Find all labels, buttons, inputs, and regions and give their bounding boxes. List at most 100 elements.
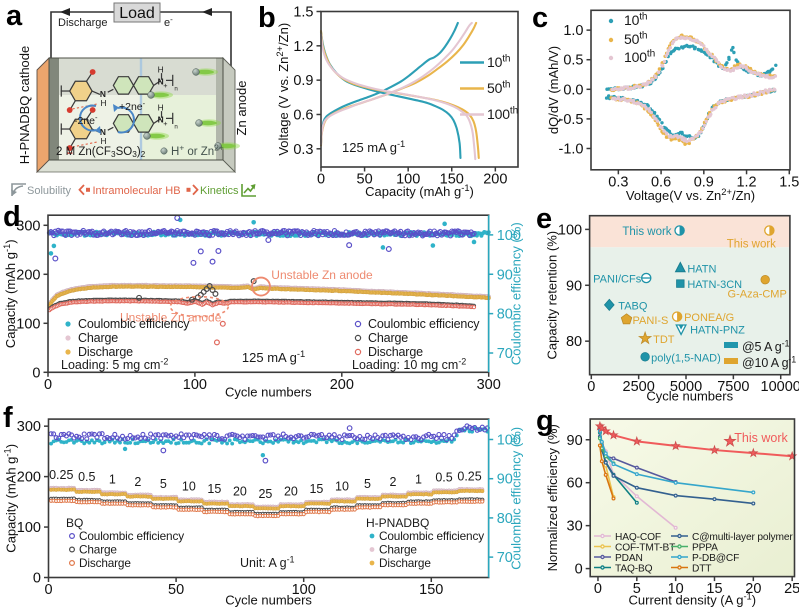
svg-text:Coulombic efficiency: Coulombic efficiency (379, 529, 484, 543)
panel-label-f: f (3, 402, 13, 434)
discharge-label: Discharge (58, 17, 108, 29)
svg-text:100: 100 (497, 432, 521, 448)
svg-text:Discharge: Discharge (79, 556, 131, 570)
svg-text:0: 0 (594, 581, 602, 597)
solubility-icon (11, 183, 26, 196)
svg-text:Unstable Zn anode: Unstable Zn anode (271, 268, 373, 282)
panel-b-axes: 0 50 100 150 200 0.3 0.6 0.9 1.2 1.5 Capacity (mAh… (274, 5, 519, 199)
svg-text:HATN-PNZ: HATN-PNZ (690, 324, 745, 336)
electron-label: e- (164, 15, 173, 29)
series-ce-bq (48, 423, 490, 464)
ion-label: H+ or Zn2+ (171, 143, 224, 158)
arrowhead-left-icon (60, 8, 70, 16)
svg-text:0.0: 0.0 (563, 82, 583, 98)
svg-text:0.3: 0.3 (293, 142, 313, 158)
svg-text:0.5: 0.5 (78, 470, 95, 484)
svg-text:20: 20 (233, 485, 247, 499)
svg-text:150: 150 (440, 172, 464, 188)
atom-repeat-label: n (174, 123, 178, 130)
svg-text:Charge: Charge (379, 543, 417, 557)
cell-outline (48, 57, 224, 161)
svg-text:0: 0 (587, 379, 595, 395)
svg-text:PDAN: PDAN (615, 553, 643, 564)
panel-label-d: d (3, 201, 21, 233)
series-10th-charge (319, 21, 459, 145)
molecule-oxidized: N H H N + n (60, 65, 178, 113)
svg-text:Unit: A g-1: Unit: A g-1 (240, 554, 295, 570)
point-this-work: This work (727, 225, 776, 251)
panel-g-ylabel: Normalized efficiency (%) (545, 424, 560, 571)
svg-text:300: 300 (16, 218, 40, 234)
svg-text:20: 20 (284, 485, 298, 499)
svg-text:TAQ-BQ: TAQ-BQ (615, 564, 653, 575)
svg-text:Coulombic efficiency: Coulombic efficiency (78, 317, 190, 331)
svg-text:PPPA: PPPA (692, 543, 718, 554)
svg-text:Charge: Charge (79, 543, 117, 557)
svg-text:60: 60 (567, 476, 583, 492)
svg-text:-0.5: -0.5 (559, 112, 584, 128)
svg-text:70: 70 (497, 346, 513, 362)
panel-c-legend: 10th 50th 100th (608, 12, 655, 65)
svg-text:2500: 2500 (623, 379, 655, 395)
svg-text:0.25: 0.25 (457, 469, 481, 483)
svg-text:300: 300 (17, 419, 41, 435)
svg-text:10th: 10th (624, 12, 647, 28)
anode-label: Zn anode (234, 81, 249, 136)
svg-text:PANI-S: PANI-S (633, 315, 669, 327)
svg-text:Discharge: Discharge (379, 556, 431, 570)
svg-text:10: 10 (182, 480, 196, 494)
svg-text:This work: This work (727, 239, 776, 251)
svg-text:TABQ: TABQ (618, 300, 648, 312)
svg-text:15: 15 (207, 482, 221, 496)
svg-text:@10 A g-1: @10 A g-1 (742, 354, 796, 370)
svg-text:Loading: 10 mg cm-2: Loading: 10 mg cm-2 (352, 356, 466, 372)
svg-text:80: 80 (566, 334, 582, 350)
svg-text:1.2: 1.2 (293, 39, 313, 55)
cathode-inner-face (49, 58, 59, 160)
circuit-wire (50, 11, 232, 72)
atom-n-label: N (100, 89, 106, 99)
svg-text:50th: 50th (487, 80, 510, 96)
svg-text:0.3: 0.3 (608, 174, 628, 190)
panel-c-chart: 0.3 0.6 0.9 1.2 1.5 -1.0 -0.5 0.0 0.5 1.0 Voltage(… (546, 9, 799, 203)
redox-arrows (79, 104, 135, 134)
svg-text:0: 0 (44, 377, 52, 393)
point-this-work: This work (622, 225, 685, 238)
svg-text:G-Aza-CMP: G-Aza-CMP (728, 289, 787, 301)
svg-text:100: 100 (17, 520, 41, 536)
svg-text:50: 50 (357, 172, 373, 188)
panel-c-ylabel: dQ/dV (mAh/V) (546, 46, 561, 134)
svg-text:300: 300 (477, 377, 501, 393)
cathode-label: H-PNADBQ cathode (17, 46, 32, 165)
panel-e-axes: 0 2500 5000 7500 10000 80 90 100 Cycle numbers Ca… (545, 214, 799, 404)
series-h-pnadbq-discharge: 0.25 0.5 1 2 5 10 15 20 25 20 15 10 5 2 1 0.5 0.25 (49, 468, 485, 511)
panel-g-chart: This work 0 5 10 15 20 25 0 30 60 90 Current densit… (545, 418, 799, 608)
panel-e-chart: This work This work PANI/CFs HATN HATN-3CNG-… (545, 214, 799, 404)
svg-text:Charge: Charge (368, 331, 408, 345)
ion-comets (143, 68, 240, 150)
svg-text:poly(1,5-NAD): poly(1,5-NAD) (651, 352, 721, 364)
svg-text:200: 200 (483, 172, 507, 188)
panel-label-c: c (532, 2, 549, 34)
svg-text:HATN-3CN: HATN-3CN (687, 279, 742, 291)
svg-text:P-DB@CF: P-DB@CF (692, 553, 739, 564)
series-100th-discharge (319, 33, 477, 161)
svg-text:-1.0: -1.0 (559, 141, 584, 157)
panel-d-axes: 0 100 200 300 0 100 200 300 70 80 90 100 Cycle numbe… (1, 214, 524, 399)
svg-text:10th: 10th (487, 54, 510, 70)
svg-text:0: 0 (32, 365, 40, 381)
panel-d-legend: Coulombic efficiencyChargeDischargeLoadi… (352, 317, 480, 372)
svg-text:PANI/CFs: PANI/CFs (593, 274, 642, 286)
svg-text:This work: This work (622, 226, 671, 238)
svg-text:15: 15 (706, 581, 722, 597)
svg-text:100: 100 (16, 316, 40, 332)
svg-text:5000: 5000 (670, 379, 702, 395)
panel-f-xlabel: Cycle numbers (225, 593, 312, 608)
atom-repeat-label: n (174, 85, 178, 92)
svg-text:5: 5 (160, 477, 167, 491)
series-100th (610, 35, 778, 92)
svg-text:0.25: 0.25 (49, 468, 73, 482)
